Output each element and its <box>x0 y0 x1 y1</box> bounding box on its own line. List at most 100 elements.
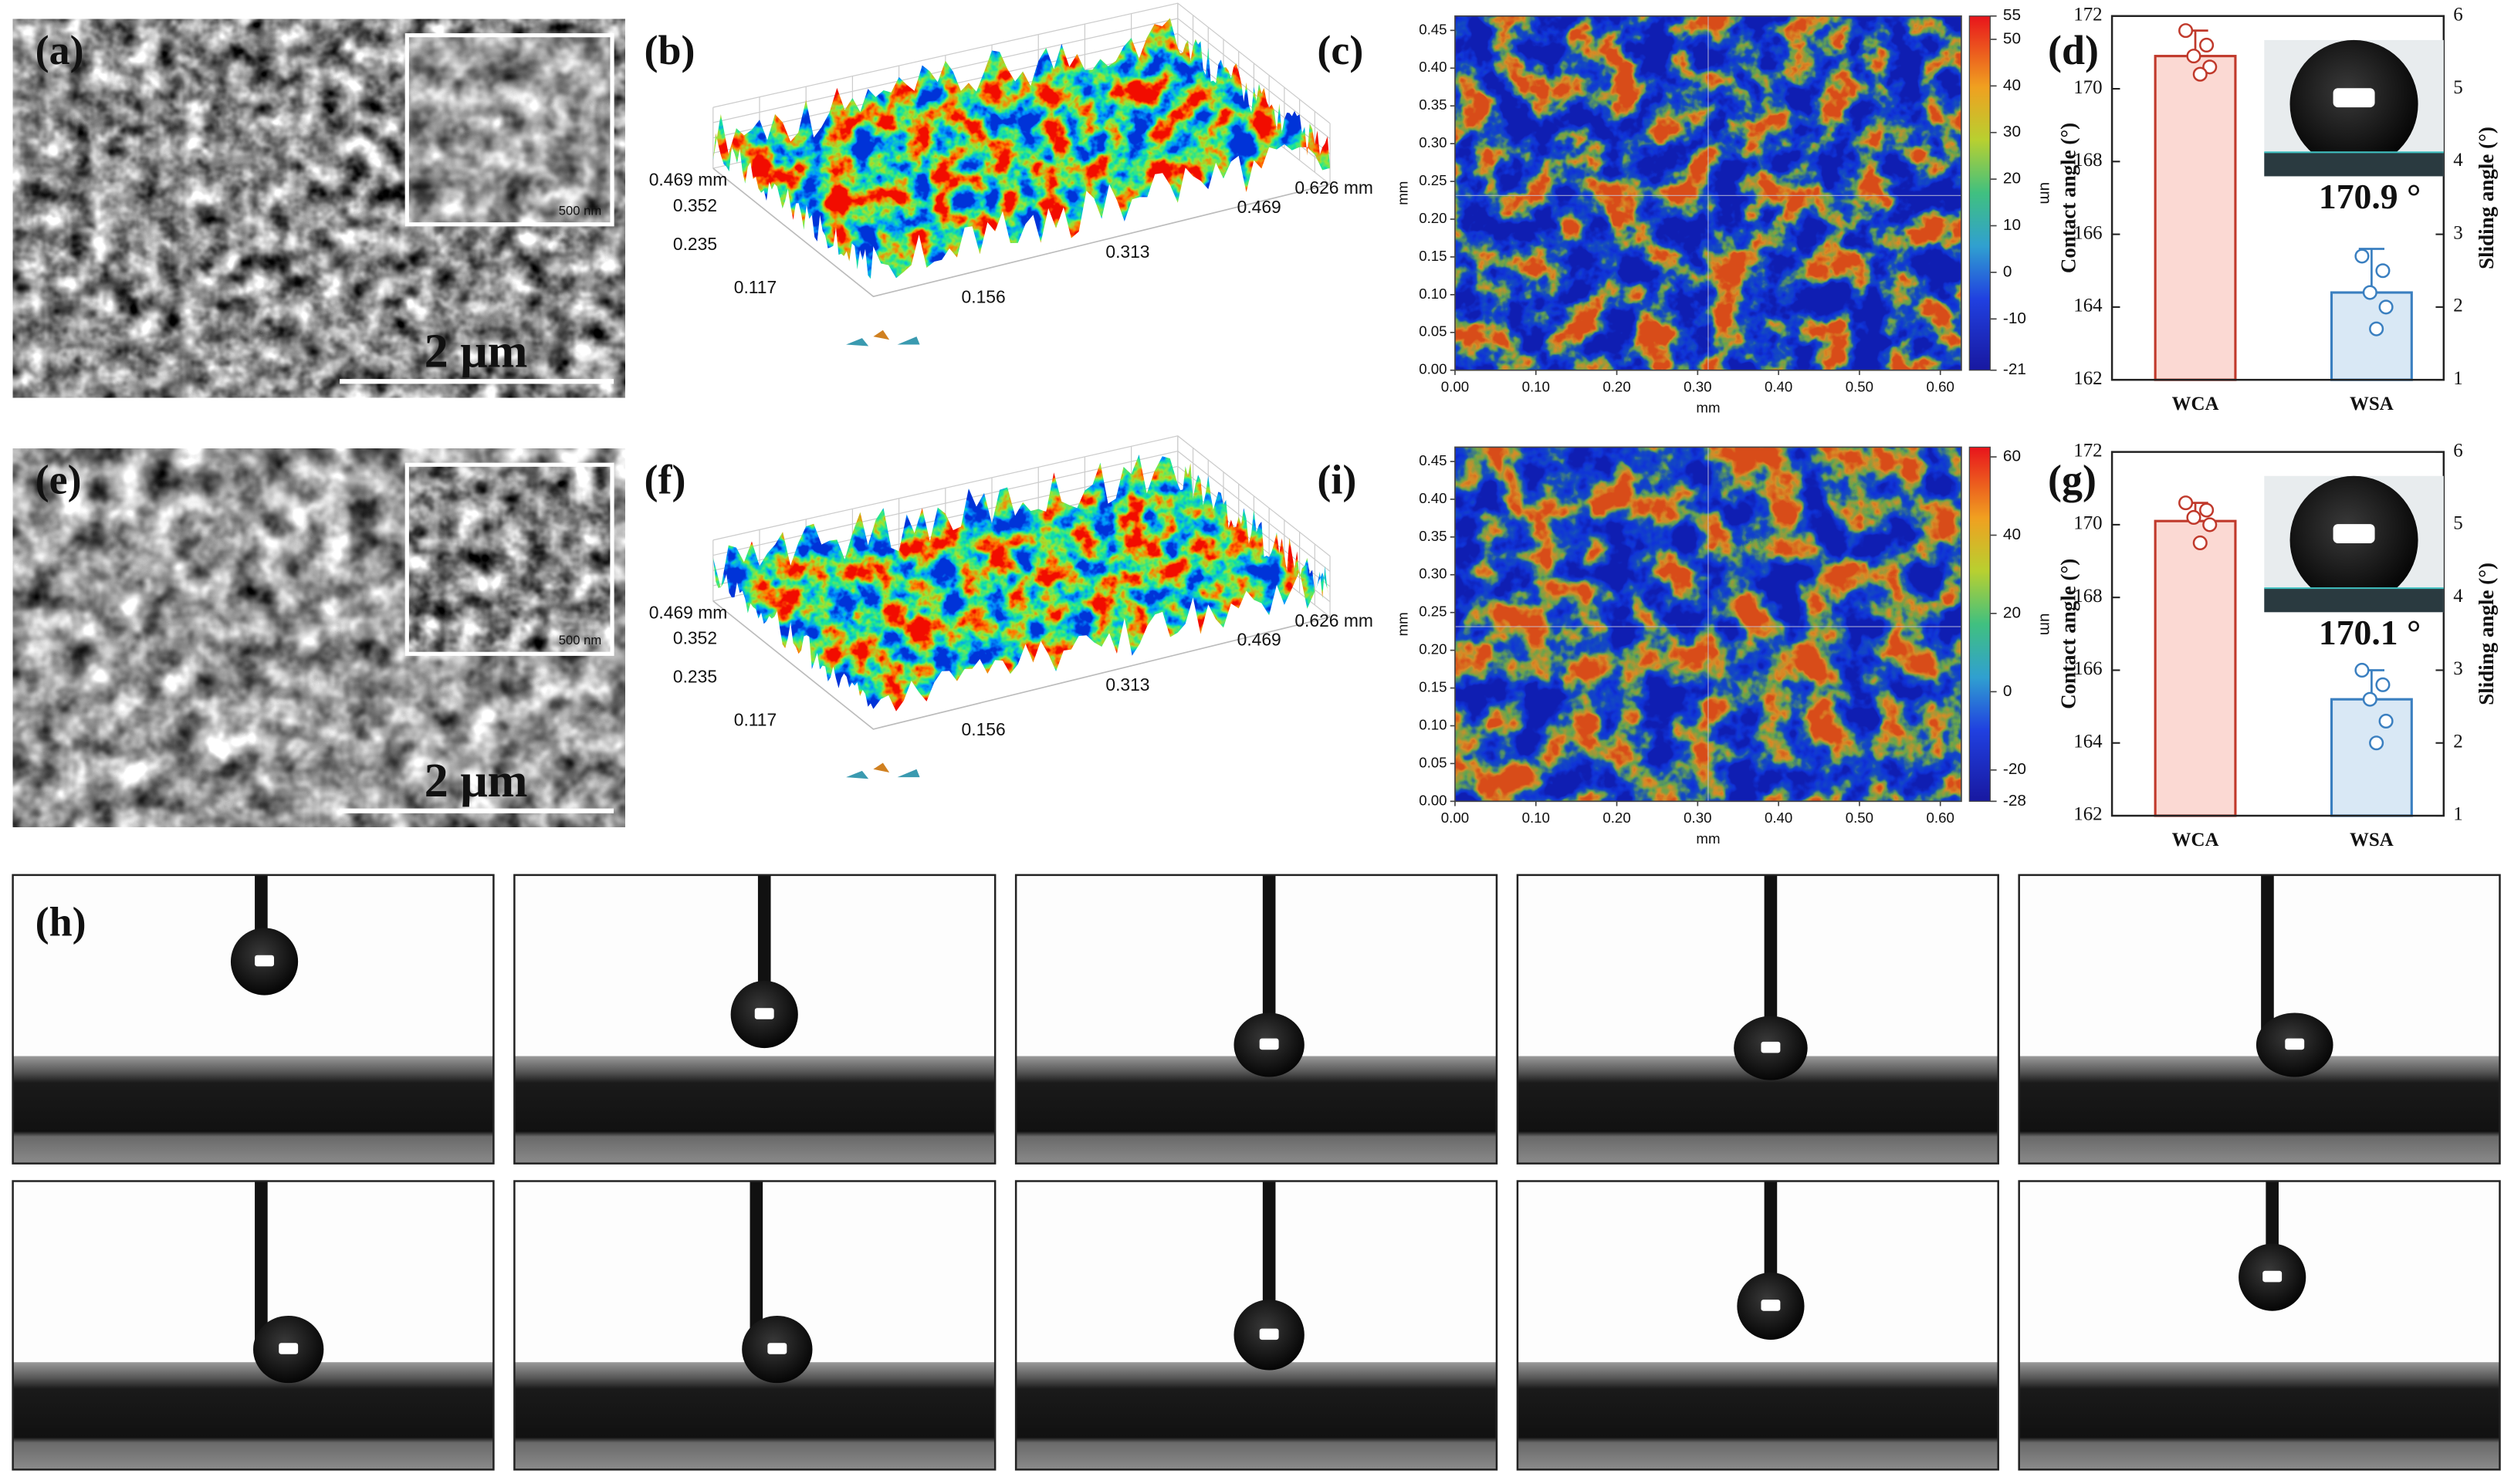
data-point <box>2178 23 2194 39</box>
y-tick-label: 0.20 <box>1419 210 1447 226</box>
floor-axis <box>712 167 1331 298</box>
substrate <box>2019 1056 2500 1164</box>
y-axis-label: mm <box>1394 181 1410 205</box>
panel-label: (d) <box>2048 27 2099 73</box>
data-point <box>2186 49 2201 64</box>
droplet-highlight <box>255 955 274 967</box>
scale-bar-label: 2 μm <box>425 755 528 807</box>
y2-tick-label: 6 <box>2453 4 2462 25</box>
y-tick-label: 0.40 <box>1419 59 1447 75</box>
y-tick-label: 162 <box>2073 368 2102 389</box>
panel-label: (e) <box>36 457 82 503</box>
frame-border <box>1516 874 1999 1165</box>
frame-border <box>2018 874 2501 1165</box>
width-tick-label: 0.156 <box>962 286 1006 306</box>
colorbar-tick-label: 50 <box>2003 29 2021 47</box>
y-tick-label: 0.35 <box>1419 528 1447 544</box>
frame-border <box>2018 1180 2501 1471</box>
colorbar-label: um <box>2036 613 2054 635</box>
frame-border <box>1014 1180 1498 1471</box>
colorbar-tick-label: 10 <box>2003 216 2021 234</box>
needle <box>255 1181 268 1350</box>
x-tick-label: 0.50 <box>1846 378 1873 394</box>
substrate <box>12 1362 494 1470</box>
y-tick-label: 0.25 <box>1419 172 1447 188</box>
y2-tick-label: 1 <box>2453 368 2462 389</box>
droplet-highlight <box>754 1008 774 1019</box>
data-point <box>2375 263 2391 279</box>
droplet-inset-substrate <box>2264 588 2444 613</box>
x-axis-label: mm <box>1696 830 1720 847</box>
frame-border <box>12 1180 495 1471</box>
view-icon <box>873 762 890 772</box>
panel-label: (a) <box>36 27 84 73</box>
droplet-highlight <box>767 1343 787 1354</box>
scale-bar-label: 2 μm <box>425 325 528 377</box>
bar <box>2330 291 2413 381</box>
colorbar-tick-label: -10 <box>2003 309 2026 327</box>
droplet-highlight <box>1761 1300 1781 1311</box>
data-point <box>2199 502 2215 518</box>
y-axis-label: mm <box>1394 612 1410 636</box>
y-tick-label: 168 <box>2073 150 2102 171</box>
depth-tick-label: 0.352 <box>673 195 717 215</box>
depth-tick-label: 0.469 mm <box>649 170 727 190</box>
substrate <box>514 1056 996 1164</box>
x-tick-label: WCA <box>2172 394 2219 414</box>
width-tick-label: 0.313 <box>1105 242 1149 262</box>
y-tick-label: 0.10 <box>1419 716 1447 732</box>
y-tick-label: 164 <box>2073 731 2103 752</box>
colorbar-tick-label: 0 <box>2003 262 2012 280</box>
x-tick-label: 0.60 <box>1927 378 1954 394</box>
data-point <box>2199 37 2215 53</box>
width-tick-label: 0.626 mm <box>1294 177 1372 198</box>
colorbar-tick-label: 40 <box>2003 526 2021 543</box>
colorbar-tick-label: 20 <box>2003 603 2021 621</box>
wall-grid <box>712 435 1331 557</box>
data-point <box>2378 299 2394 315</box>
y-tick-label: 0.10 <box>1419 286 1447 302</box>
width-tick-label: 0.313 <box>1105 674 1149 695</box>
data-point <box>2178 495 2194 511</box>
y-tick-label: 0.30 <box>1419 134 1447 150</box>
x-tick-label: 0.20 <box>1602 378 1630 394</box>
droplet-inset-highlight <box>2333 524 2375 543</box>
y-tick-label: 172 <box>2073 4 2102 25</box>
colorbar <box>1968 15 1991 371</box>
view-icon <box>846 336 920 346</box>
plot-frame <box>1454 446 1962 803</box>
droplet-inset-substrate <box>2264 152 2444 177</box>
depth-tick-label: 0.117 <box>734 277 777 297</box>
colorbar <box>1968 446 1991 802</box>
inset-scale-label: 500 nm <box>559 633 601 647</box>
data-point <box>2369 321 2384 336</box>
depth-tick-label: 0.469 mm <box>649 602 727 622</box>
y-tick-label: 0.00 <box>1419 792 1447 808</box>
y-tick-label: 166 <box>2073 658 2102 679</box>
surface <box>712 18 1331 279</box>
y-tick-label: 172 <box>2073 440 2102 461</box>
data-point <box>2354 662 2370 678</box>
frame-border <box>513 874 997 1165</box>
x-tick-label: 0.00 <box>1441 810 1469 826</box>
y2-tick-label: 2 <box>2453 731 2462 752</box>
colorbar-tick-label: -28 <box>2003 792 2026 810</box>
droplet-highlight <box>2262 1270 2283 1283</box>
x-tick-label: WSA <box>2350 830 2394 850</box>
colorbar-tick-label: 0 <box>2003 682 2012 700</box>
y2-axis-label: Sliding angle (°) <box>2475 563 2498 705</box>
wall-grid <box>712 465 1331 587</box>
x-tick-label: 0.30 <box>1684 810 1711 826</box>
colorbar-tick-label: 55 <box>2003 6 2021 24</box>
wall-grid <box>712 18 1331 140</box>
surface <box>712 455 1331 712</box>
inset-frame <box>404 462 614 656</box>
bar <box>2154 519 2237 817</box>
colorbar-tick-label: -21 <box>2003 360 2026 378</box>
droplet-inset-highlight <box>2333 88 2375 108</box>
data-point <box>2192 535 2208 551</box>
depth-tick-label: 0.117 <box>734 710 777 730</box>
view-icon <box>873 330 890 340</box>
floor-axis <box>712 600 1331 730</box>
data-point <box>2375 677 2391 692</box>
